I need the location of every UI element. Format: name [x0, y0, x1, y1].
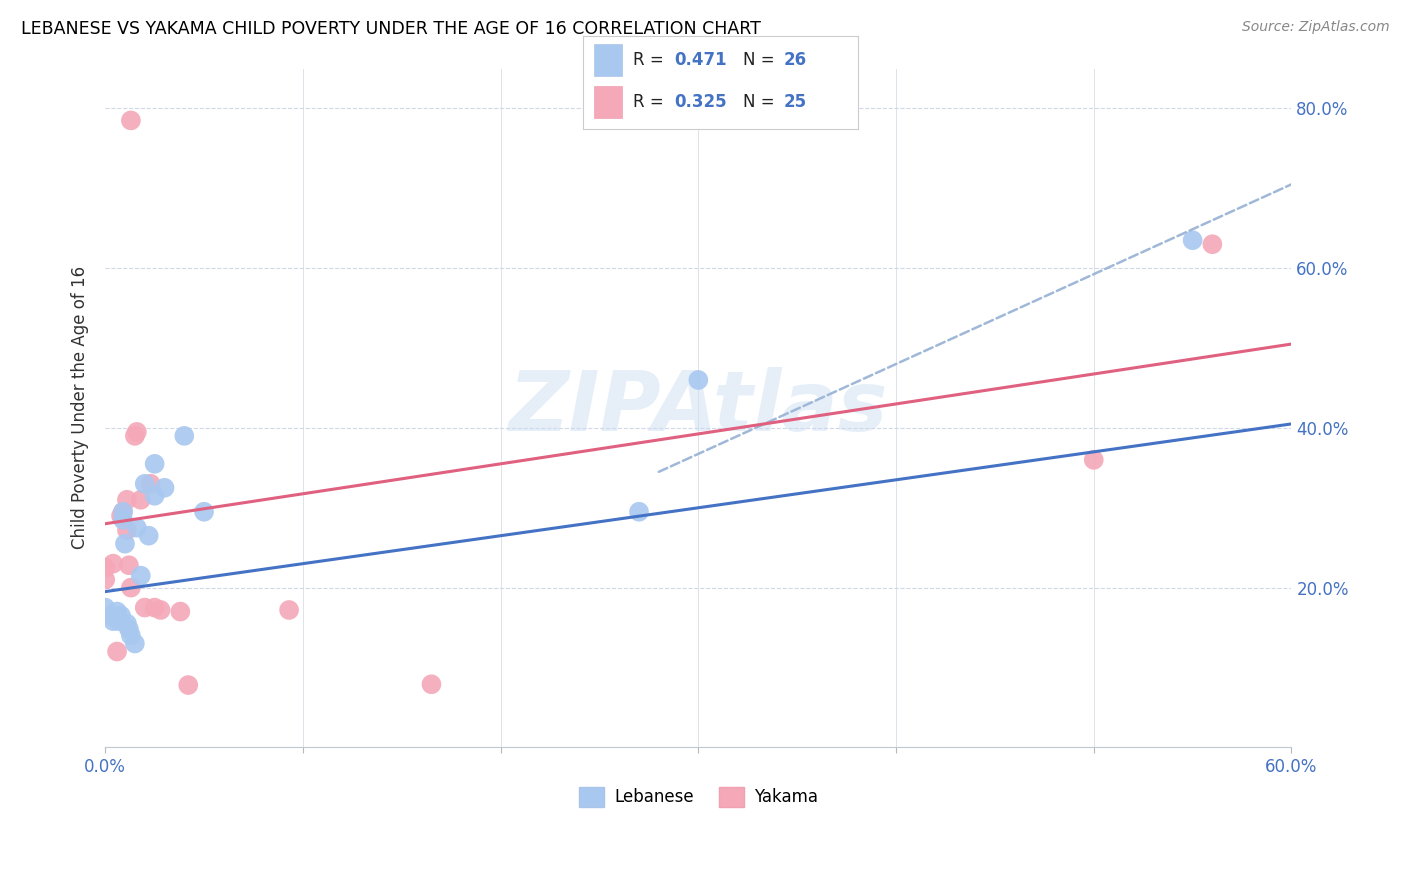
Point — [1181, 233, 1204, 247]
Text: LEBANESE VS YAKAMA CHILD POVERTY UNDER THE AGE OF 16 CORRELATION CHART: LEBANESE VS YAKAMA CHILD POVERTY UNDER T… — [21, 20, 761, 37]
Point — [169, 605, 191, 619]
Point — [420, 677, 443, 691]
Text: R =: R = — [633, 51, 669, 69]
Text: N =: N = — [742, 93, 779, 112]
Point — [193, 505, 215, 519]
Point — [143, 457, 166, 471]
Point — [278, 603, 301, 617]
Point — [108, 614, 131, 628]
Point — [124, 636, 146, 650]
Point — [101, 557, 124, 571]
Point — [139, 476, 162, 491]
Point — [120, 113, 142, 128]
Point — [110, 508, 132, 523]
Point — [120, 581, 142, 595]
Bar — [595, 44, 621, 76]
Point — [153, 481, 176, 495]
Point — [111, 505, 134, 519]
Point — [125, 521, 148, 535]
Legend: Lebanese, Yakama: Lebanese, Yakama — [572, 780, 824, 814]
Point — [134, 476, 156, 491]
Point — [138, 529, 160, 543]
Point — [1201, 237, 1223, 252]
Point — [149, 603, 172, 617]
Text: 0.471: 0.471 — [673, 51, 727, 69]
Point — [105, 644, 128, 658]
Text: ZIPAtlas: ZIPAtlas — [509, 368, 889, 449]
Point — [129, 492, 152, 507]
Point — [177, 678, 200, 692]
Point — [627, 505, 650, 519]
Point — [114, 537, 136, 551]
Point — [94, 573, 117, 587]
Point — [104, 611, 127, 625]
Text: N =: N = — [742, 51, 779, 69]
Point — [134, 600, 156, 615]
Text: Source: ZipAtlas.com: Source: ZipAtlas.com — [1241, 20, 1389, 34]
Point — [143, 489, 166, 503]
Point — [110, 608, 132, 623]
Point — [124, 429, 146, 443]
Point — [129, 568, 152, 582]
Bar — [595, 87, 621, 118]
Point — [120, 628, 142, 642]
Point — [125, 425, 148, 439]
Point — [1083, 453, 1105, 467]
Point — [118, 622, 141, 636]
Text: 0.325: 0.325 — [673, 93, 727, 112]
Point — [94, 600, 117, 615]
Point — [688, 373, 710, 387]
Point — [115, 523, 138, 537]
Text: R =: R = — [633, 93, 669, 112]
Point — [94, 560, 117, 574]
Point — [115, 616, 138, 631]
Point — [111, 505, 134, 519]
Point — [105, 605, 128, 619]
Point — [143, 600, 166, 615]
Y-axis label: Child Poverty Under the Age of 16: Child Poverty Under the Age of 16 — [72, 267, 89, 549]
Point — [173, 429, 195, 443]
Point — [118, 558, 141, 573]
Point — [115, 492, 138, 507]
Point — [100, 608, 122, 623]
Point — [101, 614, 124, 628]
Text: 26: 26 — [783, 51, 807, 69]
Text: 25: 25 — [783, 93, 807, 112]
Point — [111, 513, 134, 527]
